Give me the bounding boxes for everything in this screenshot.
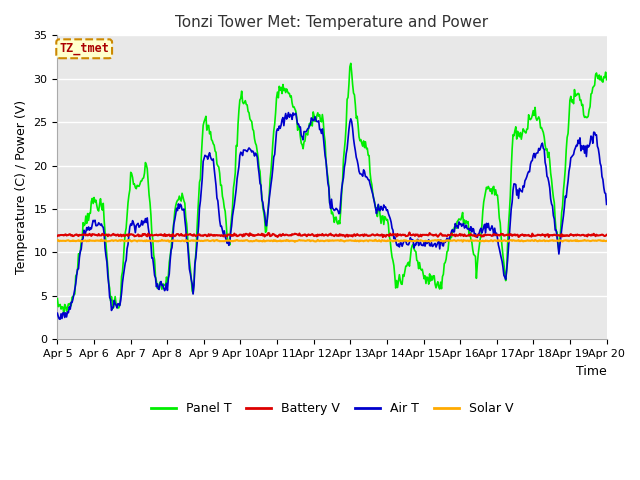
Legend: Panel T, Battery V, Air T, Solar V: Panel T, Battery V, Air T, Solar V [145, 397, 518, 420]
X-axis label: Time: Time [576, 365, 607, 378]
Title: Tonzi Tower Met: Temperature and Power: Tonzi Tower Met: Temperature and Power [175, 15, 488, 30]
Text: TZ_tmet: TZ_tmet [60, 42, 109, 55]
Y-axis label: Temperature (C) / Power (V): Temperature (C) / Power (V) [15, 100, 28, 275]
